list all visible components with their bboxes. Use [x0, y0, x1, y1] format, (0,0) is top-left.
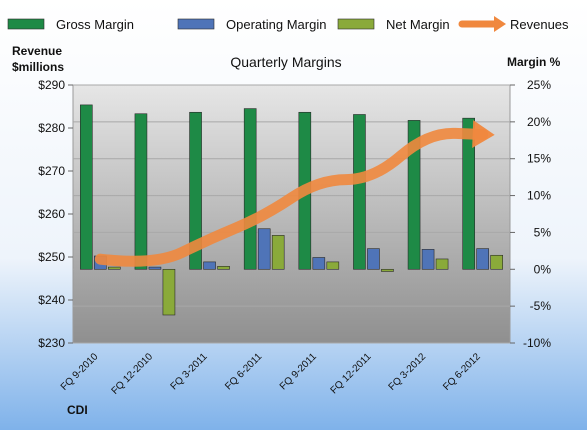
left-axis-label-line2: $millions	[12, 60, 64, 74]
net-margin-bar	[162, 268, 176, 316]
net-margin-legend-label: Net Margin	[386, 17, 450, 32]
gross-margin-bar	[189, 111, 202, 270]
revenues-legend-label: Revenues	[510, 17, 569, 32]
net-margin-bar	[108, 266, 121, 270]
operating-margin-bar	[476, 248, 489, 270]
net-margin-bar	[326, 261, 340, 270]
left-axis-tick-label: $270	[38, 164, 65, 178]
right-axis-tick-label: 0%	[534, 262, 552, 276]
chart-title: Quarterly Margins	[230, 54, 341, 70]
operating-margin-bar	[203, 261, 216, 270]
right-axis-tick-label: -5%	[530, 299, 552, 313]
gross-margin-bar	[243, 108, 257, 270]
operating-margin-bar	[148, 266, 162, 270]
gross-margin-bar	[80, 104, 93, 270]
left-axis-tick-label: $240	[38, 293, 65, 307]
left-axis-label-line1: Revenue	[12, 44, 62, 58]
operating-margin-bar	[312, 257, 326, 270]
right-axis-tick-label: 10%	[527, 189, 551, 203]
left-axis-tick-label: $280	[38, 121, 65, 135]
net-margin-legend-swatch	[337, 18, 375, 30]
right-axis-tick-label: 20%	[527, 115, 551, 129]
operating-margin-bar	[421, 249, 435, 270]
right-axis-tick-label: 15%	[527, 152, 551, 166]
net-margin-bar	[435, 258, 449, 270]
left-axis-tick-label: $260	[38, 207, 65, 221]
gross-margin-legend-label: Gross Margin	[56, 17, 134, 32]
operating-margin-legend-swatch	[177, 18, 215, 30]
operating-margin-bar	[257, 228, 271, 270]
left-axis-tick-label: $230	[38, 336, 65, 350]
right-axis-tick-label: 5%	[534, 225, 552, 239]
right-axis-label: Margin %	[507, 55, 561, 69]
revenues-line	[94, 127, 489, 267]
revenues-arrowhead	[472, 120, 495, 149]
revenues-legend-arrow	[494, 16, 506, 32]
gross-margin-bar	[134, 113, 148, 270]
company-label: CDI	[67, 403, 88, 417]
net-margin-bar	[490, 254, 503, 270]
right-axis-tick-label: -10%	[523, 336, 551, 350]
gross-margin-legend-swatch	[7, 18, 45, 30]
net-margin-bar	[271, 235, 285, 270]
gross-margin-bar	[462, 117, 475, 270]
gross-margin-bar	[353, 114, 366, 270]
net-margin-bar	[217, 266, 230, 270]
right-axis-tick-label: 25%	[527, 78, 551, 92]
net-margin-bar	[381, 268, 394, 272]
gross-margin-bar	[407, 120, 421, 270]
operating-margin-bar	[367, 248, 380, 270]
left-axis-tick-label: $290	[38, 78, 65, 92]
operating-margin-legend-label: Operating Margin	[226, 17, 326, 32]
left-axis-tick-label: $250	[38, 250, 65, 264]
